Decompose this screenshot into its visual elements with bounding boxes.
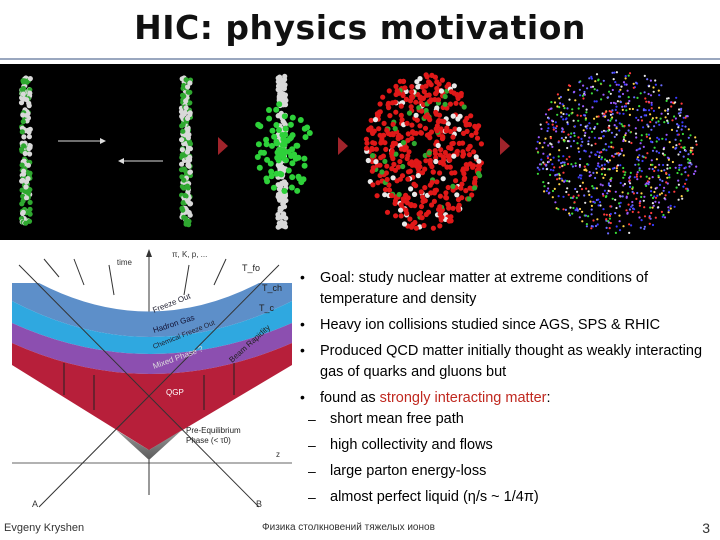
bullet-symbol: • xyxy=(300,316,305,332)
pre-equilibrium-phase-label: Phase (< τ0) xyxy=(186,436,231,445)
bullet-symbol: • xyxy=(300,342,305,358)
sub-bullet-symbol: – xyxy=(308,463,316,479)
bullet-item: • Heavy ion collisions studied since AGS… xyxy=(300,315,710,336)
bullet-item: • found as strongly interacting matter: xyxy=(300,388,710,409)
time-axis-label: time xyxy=(117,258,133,267)
sub-bullet-text: almost perfect liquid (η/s ~ 1/4π) xyxy=(330,489,539,505)
fireball-image xyxy=(354,66,494,238)
highlight-text: strongly interacting matter xyxy=(379,390,547,406)
hadron-expansion-image xyxy=(518,66,714,238)
beam-a-label: A xyxy=(32,499,38,509)
sequence-arrow-icon xyxy=(338,137,348,155)
title-divider xyxy=(0,58,720,60)
z-axis-label: z xyxy=(276,450,280,459)
bullet-item: • Goal: study nuclear matter at extreme … xyxy=(300,268,710,310)
particles-label: π, K, p, ... xyxy=(172,250,207,259)
bullet-text: found as xyxy=(320,390,380,406)
bullet-text: Goal: study nuclear matter at extreme co… xyxy=(320,270,649,307)
tfo-label: T_fo xyxy=(242,263,260,273)
qgp-label: QGP xyxy=(166,388,184,397)
sub-bullet-symbol: – xyxy=(308,489,316,505)
sub-bullet-text: high collectivity and flows xyxy=(330,437,493,453)
sub-bullet-text: short mean free path xyxy=(330,411,464,427)
page-number: 3 xyxy=(702,520,710,536)
bullet-text: Produced QCD matter initially thought as… xyxy=(320,343,703,380)
footer-author: Evgeny Kryshen xyxy=(4,522,85,534)
sub-bullet-item: – short mean free path xyxy=(300,409,710,430)
sub-bullet-item: – large parton energy-loss xyxy=(300,461,710,482)
sequence-arrow-icon xyxy=(500,137,510,155)
beam-b-label: B xyxy=(256,499,262,509)
sub-bullet-symbol: – xyxy=(308,437,316,453)
bullet-symbol: • xyxy=(300,389,305,405)
approaching-nuclei-image xyxy=(8,66,213,238)
tc-label: T_c xyxy=(259,303,275,313)
sub-bullet-item: – almost perfect liquid (η/s ~ 1/4π) xyxy=(300,487,710,508)
pre-equilibrium-label: Pre-Equilibrium xyxy=(186,426,241,435)
bullet-item: • Produced QCD matter initially thought … xyxy=(300,341,710,383)
tch-label: T_ch xyxy=(262,283,282,293)
sub-bullet-symbol: – xyxy=(308,411,316,427)
sequence-arrow-icon xyxy=(218,137,228,155)
footer-course: Физика столкновений тяжелых ионов xyxy=(262,522,435,533)
bullet-text-suffix: : xyxy=(546,390,551,406)
bullet-text: Heavy ion collisions studied since AGS, … xyxy=(320,317,661,333)
spacetime-evolution-diagram: time π, K, p, ... T_fo T_ch T_c Freeze O… xyxy=(4,245,299,515)
slide-title: HIC: physics motivation xyxy=(134,8,586,47)
bullet-symbol: • xyxy=(300,269,305,285)
bullet-list: • Goal: study nuclear matter at extreme … xyxy=(300,268,710,513)
sub-bullet-item: – high collectivity and flows xyxy=(300,435,710,456)
collision-image xyxy=(234,66,330,238)
sub-bullet-text: large parton energy-loss xyxy=(330,463,487,479)
